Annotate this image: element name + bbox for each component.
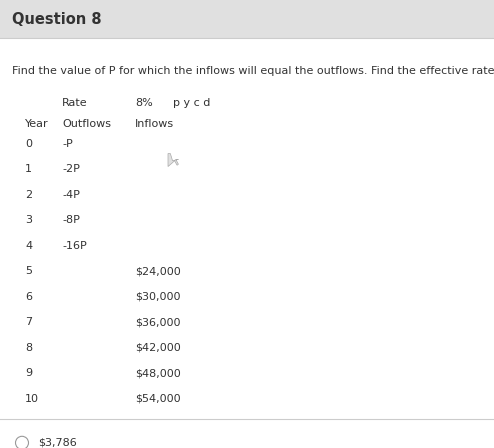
Text: -8P: -8P	[62, 215, 80, 225]
Text: Find the value of P for which the inflows will equal the outflows. Find the effe: Find the value of P for which the inflow…	[12, 66, 494, 76]
Text: $36,000: $36,000	[135, 317, 180, 327]
Text: Rate: Rate	[62, 98, 87, 108]
Bar	[0, 0, 494, 38]
Text: 8: 8	[25, 343, 32, 353]
Text: 9: 9	[25, 368, 32, 378]
Text: 8%: 8%	[135, 98, 153, 108]
Text: 3: 3	[25, 215, 32, 225]
Text: -2P: -2P	[62, 164, 80, 174]
Text: $48,000: $48,000	[135, 368, 181, 378]
Text: $30,000: $30,000	[135, 292, 180, 302]
Text: Outflows: Outflows	[62, 119, 111, 129]
Text: $24,000: $24,000	[135, 266, 181, 276]
Text: $42,000: $42,000	[135, 343, 181, 353]
Text: $3,786: $3,786	[39, 438, 77, 448]
Text: 7: 7	[25, 317, 32, 327]
Text: Inflows: Inflows	[135, 119, 174, 129]
Text: -4P: -4P	[62, 190, 80, 200]
Text: Year: Year	[25, 119, 48, 129]
Text: $54,000: $54,000	[135, 394, 181, 404]
Text: 4: 4	[25, 241, 32, 251]
Text: -16P: -16P	[62, 241, 87, 251]
Text: 2: 2	[25, 190, 32, 200]
Text: -P: -P	[62, 139, 73, 149]
Polygon shape	[168, 154, 178, 167]
Text: Question 8: Question 8	[12, 12, 102, 26]
Text: p y c d: p y c d	[173, 98, 210, 108]
Text: 5: 5	[25, 266, 32, 276]
Text: 1: 1	[25, 164, 32, 174]
Text: 6: 6	[25, 292, 32, 302]
Text: 0: 0	[25, 139, 32, 149]
Text: 10: 10	[25, 394, 39, 404]
